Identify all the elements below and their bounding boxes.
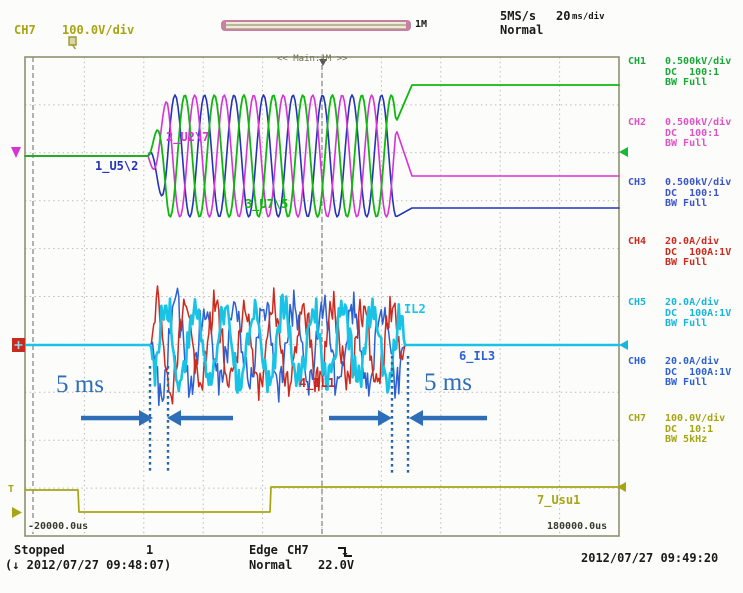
graticule — [24, 56, 620, 537]
time-axis-start: -20000.0us — [27, 521, 90, 532]
switch-trace — [24, 486, 620, 513]
current-datetime: 2012/07/27 09:49:20 — [581, 551, 719, 565]
trigger-source: CH7 — [287, 543, 309, 557]
falling-edge-icon — [338, 547, 352, 557]
annotation-arrows — [81, 356, 487, 473]
trigger-mode-bottom: Normal — [249, 558, 293, 572]
annotation-left-5ms: 5 ms — [56, 371, 104, 398]
time-axis-end: 180000.0us — [546, 521, 609, 532]
record-mode-title: << Main:1M >> — [277, 54, 348, 64]
ch7-level-marker — [12, 507, 22, 518]
edge-markers — [11, 36, 628, 518]
sample-rate: 5MS/s — [500, 9, 537, 23]
annotation-right-5ms: 5 ms — [424, 369, 472, 396]
probe-icon — [68, 36, 77, 50]
channel-settings-panel: CH1 0.500kV/div DC 100:1 BW Full CH2 0.500k… — [628, 56, 732, 445]
active-channel-scale: 100.0V/div — [62, 23, 135, 37]
memory-length-label: 1M — [415, 19, 428, 30]
acquisition-count: 1 — [146, 543, 154, 557]
trigger-type-label: Edge — [249, 543, 278, 557]
stop-timestamp: (↓ 2012/07/27 09:48:07) — [5, 558, 172, 572]
acquisition-state: Stopped — [14, 543, 65, 557]
trigger-time-marker: T — [8, 484, 15, 495]
ch1-right-marker — [619, 147, 628, 157]
acquisition-memory-bar — [221, 20, 411, 31]
current-traces — [23, 285, 621, 407]
trigger-mode-top: Normal — [500, 23, 544, 37]
active-channel-label: CH7 — [14, 23, 36, 37]
ch5-right-marker — [619, 340, 628, 350]
timebase-unit: ms/div — [572, 12, 605, 22]
ch2-left-marker — [11, 147, 21, 158]
ch7-right-marker — [617, 482, 626, 492]
voltage-traces — [24, 84, 620, 218]
trigger-position-marker — [319, 59, 327, 66]
trigger-level: 22.0V — [318, 558, 355, 572]
timebase-value: 20 — [556, 9, 571, 23]
